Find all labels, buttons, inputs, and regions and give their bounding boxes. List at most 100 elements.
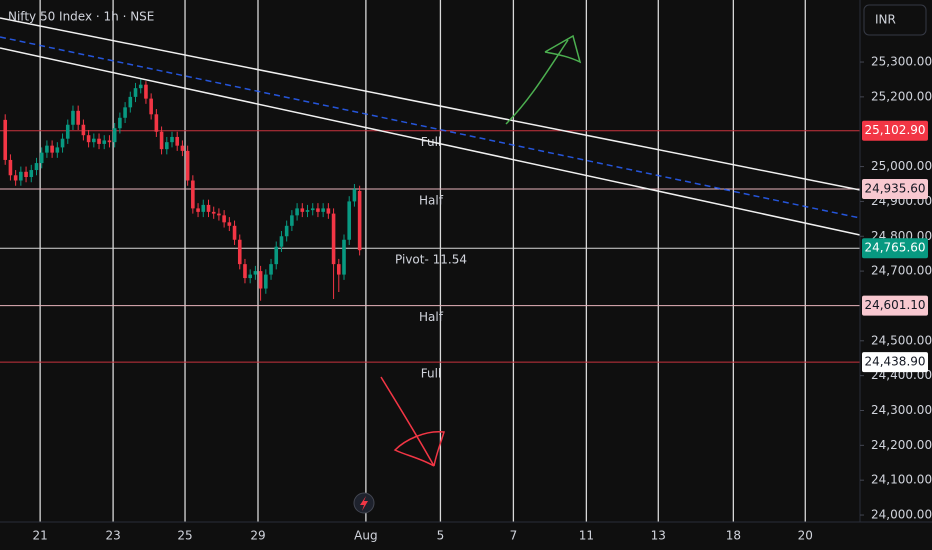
- candle-body: [300, 208, 305, 212]
- x-tick-label: Aug: [354, 529, 377, 543]
- candle-body: [201, 204, 206, 212]
- x-tick-label: 7: [510, 529, 518, 543]
- candle-body: [65, 124, 70, 139]
- candle-body: [175, 136, 180, 146]
- y-tick-label: 24,500.00: [871, 333, 932, 347]
- trend-line: [0, 47, 861, 236]
- y-tick-label: 24,300.00: [871, 403, 932, 417]
- candle-body: [316, 208, 320, 212]
- candle-body: [34, 163, 39, 171]
- candle-body: [123, 107, 127, 118]
- x-tick-label: 23: [105, 529, 120, 543]
- grid: [39, 0, 806, 522]
- candle-body: [211, 211, 216, 214]
- candle-body: [154, 114, 159, 132]
- candle-body: [253, 271, 258, 275]
- candle-body: [92, 138, 96, 143]
- price-tag: [862, 352, 928, 373]
- trend-line: [0, 17, 861, 191]
- candle-body: [336, 264, 341, 275]
- candle-body: [274, 246, 279, 265]
- candle-body: [39, 152, 44, 164]
- candle-body: [86, 135, 91, 143]
- x-tick-label: 25: [177, 529, 192, 543]
- candle-body: [269, 264, 273, 275]
- y-tick-label: 25,000.00: [871, 159, 932, 173]
- candle-body: [133, 88, 138, 97]
- candle-body: [264, 274, 268, 289]
- candle-body: [3, 119, 8, 160]
- candle-body: [243, 264, 247, 279]
- candle-body: [196, 208, 200, 212]
- candle-body: [305, 210, 310, 212]
- candle-body: [290, 215, 294, 226]
- y-tick-label: 24,200.00: [871, 438, 932, 452]
- currency-button[interactable]: [863, 4, 927, 36]
- candle-body: [45, 145, 49, 153]
- candle-body: [55, 147, 60, 153]
- y-tick-label: 24,000.00: [871, 508, 932, 522]
- price-tag: [862, 295, 928, 316]
- candle-body: [102, 140, 107, 144]
- candle-body: [81, 124, 86, 136]
- candle-body: [217, 213, 221, 216]
- y-tick-label: 24,100.00: [871, 473, 932, 487]
- down-arrow: [380, 376, 445, 467]
- x-tick-label: 13: [651, 529, 666, 543]
- price-tag: [862, 238, 928, 259]
- price-tag-label: 25,102.90: [864, 123, 925, 137]
- dashed-trend-line: [0, 36, 861, 219]
- axes: 21 23 25 29 Aug 5 7 11 13 18 20 25,300.00 25,200.00 2…: [32, 55, 932, 543]
- currency-label[interactable]: INR: [875, 13, 896, 27]
- candle-body: [170, 136, 174, 143]
- candle-body: [227, 222, 232, 226]
- price-tag: [862, 179, 928, 200]
- symbol-title: Nifty 50 Index · 1h · NSE: [8, 10, 154, 24]
- up-arrow: [505, 34, 582, 125]
- y-tick-label: 24,700.00: [871, 264, 932, 278]
- candle-body: [347, 201, 352, 240]
- drawings: [0, 17, 861, 467]
- candle-body: [50, 145, 54, 153]
- x-tick-label: 20: [798, 529, 813, 543]
- candle-body: [357, 190, 362, 251]
- candle-body: [118, 117, 122, 129]
- price-tag: [862, 120, 928, 141]
- candle-body: [138, 84, 143, 89]
- price-tag-label: 24,438.90: [864, 355, 925, 369]
- candle-body: [180, 145, 185, 151]
- candle-body: [76, 110, 80, 125]
- candle-body: [232, 225, 237, 240]
- x-tick-label: 21: [32, 529, 47, 543]
- x-tick-label: 5: [437, 529, 445, 543]
- candle-body: [71, 110, 75, 125]
- candle-body: [112, 128, 117, 143]
- candle-body: [8, 159, 13, 176]
- replay-icon[interactable]: [353, 492, 375, 514]
- candle-body: [19, 171, 23, 181]
- candle-body: [128, 96, 133, 108]
- candle-body: [97, 138, 101, 144]
- candle-body: [342, 239, 346, 275]
- x-tick-label: 11: [579, 529, 594, 543]
- candle-body: [237, 239, 242, 265]
- candle-body: [159, 131, 164, 150]
- candle-body: [191, 180, 195, 209]
- candle-body: [29, 170, 34, 178]
- level-note: Half: [419, 194, 444, 208]
- level-note: Pivot- 11.54: [395, 253, 467, 267]
- candle-body: [144, 84, 148, 99]
- price-tag-label: 24,601.10: [864, 298, 925, 312]
- candle-body: [326, 208, 331, 214]
- candle-body: [107, 140, 112, 143]
- y-tick-label: 25,200.00: [871, 89, 932, 103]
- candle-body: [222, 215, 226, 223]
- x-tick-label: 18: [726, 529, 741, 543]
- candle-body: [248, 274, 252, 279]
- candle-body: [206, 204, 211, 212]
- candle-body: [24, 171, 28, 178]
- price-tag-label: 24,935.60: [864, 182, 925, 196]
- candle-body: [164, 142, 169, 150]
